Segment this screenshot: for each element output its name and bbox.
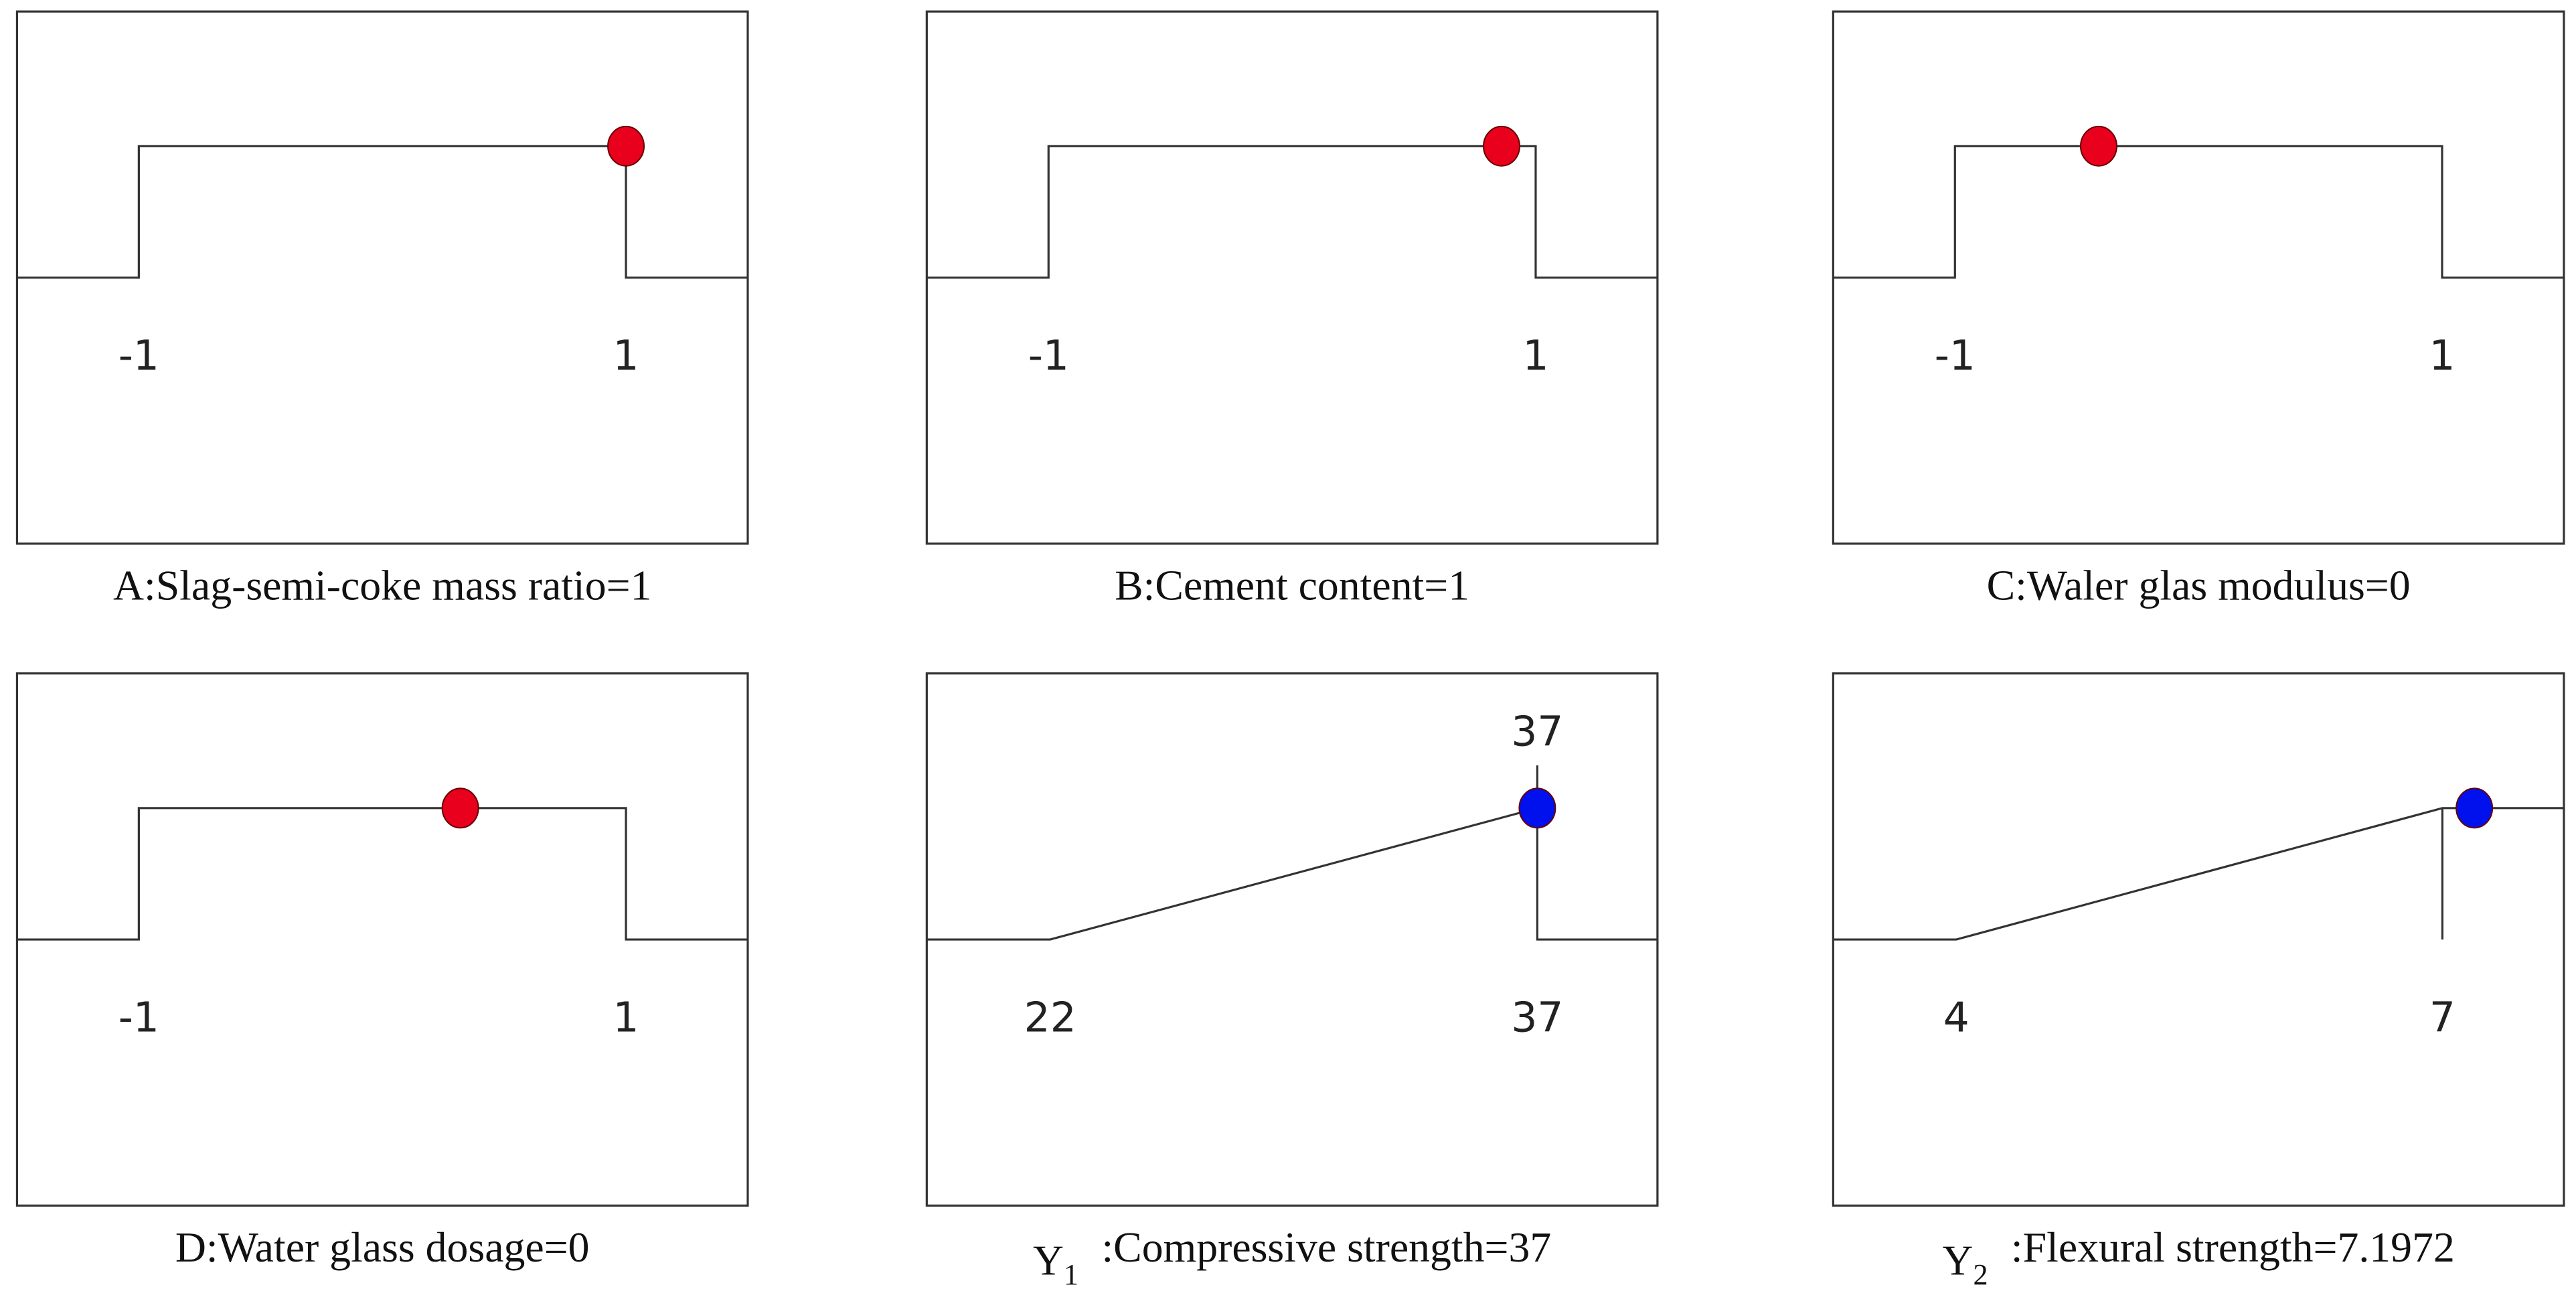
desirability-line [927,806,1658,941]
panel: -1 1 C:Waler glas modulus=0 [1832,10,2565,609]
x-tick-label: 1 [2429,332,2455,380]
panel-label: Y1 :Compressive strength=37 [1033,1223,1551,1291]
label-rest: :Compressive strength=37 [1101,1223,1551,1271]
panel: 4 7 Y2 :Flexural strength=7.1972 [1832,672,2565,1291]
label-sub: 1 [1064,1258,1078,1291]
value-label: 37 [1511,708,1563,756]
label-main: Y [1942,1236,1973,1284]
current-point [607,125,645,167]
panel-label: D:Water glass dosage=0 [175,1223,590,1271]
label-rest: :Flexural strength=7.1972 [2011,1223,2455,1271]
x-tick-label: -1 [1935,332,1976,380]
panel-label: Y2 :Flexural strength=7.1972 [1942,1223,2454,1291]
panel-label: A:Slag-semi-coke mass ratio=1 [113,561,652,609]
desirability-line [17,145,748,279]
x-tick-label: -1 [1028,332,1069,380]
x-tick-label: 37 [1511,994,1563,1041]
current-point [2456,787,2494,829]
x-tick-label: 1 [613,332,639,380]
panel: -1 1 A:Slag-semi-coke mass ratio=1 [15,10,749,609]
panel: -1 1 D:Water glass dosage=0 [15,672,749,1271]
current-point [441,787,479,829]
desirability-line [1833,145,2564,279]
panel-label: B:Cement content=1 [1115,561,1469,609]
current-point [2080,125,2117,167]
x-tick-label: -1 [118,332,159,380]
x-tick-label: -1 [118,994,159,1041]
x-tick-label: 1 [1522,332,1548,380]
x-tick-label: 1 [613,994,639,1041]
x-tick-label: 4 [1943,994,1969,1041]
current-point [1483,125,1521,167]
label-sub: 2 [1974,1258,1988,1291]
x-tick-label: 22 [1024,994,1076,1041]
label-main: Y [1033,1236,1064,1284]
panel: -1 1 B:Cement content=1 [925,10,1659,609]
panel: 22 37 37 Y1 :Compressive strength=37 [925,672,1659,1291]
x-tick-label: 7 [2429,994,2456,1041]
panel-label: C:Waler glas modulus=0 [1987,561,2411,609]
desirability-line [17,807,748,941]
current-point [1518,787,1556,829]
desirability-line [1833,807,2564,941]
desirability-line [927,145,1658,279]
